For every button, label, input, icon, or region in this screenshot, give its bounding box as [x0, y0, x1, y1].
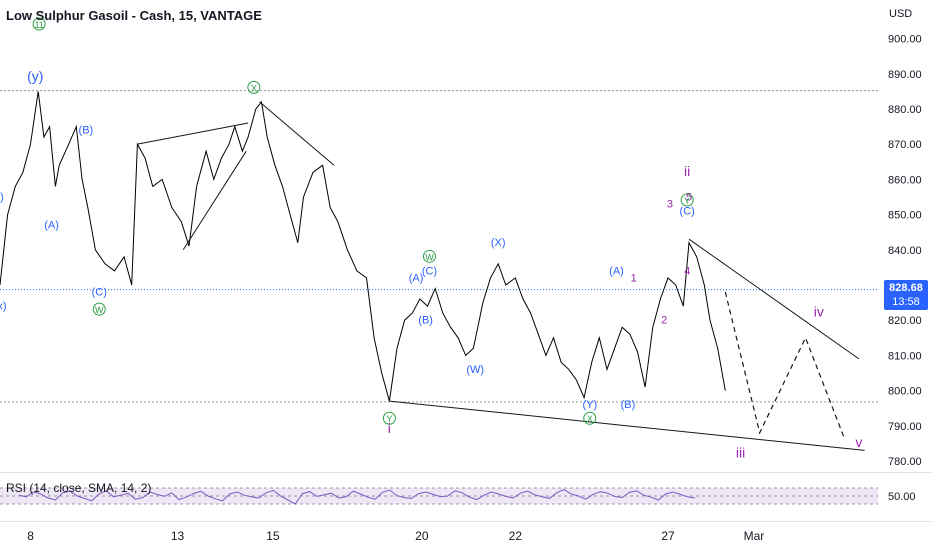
- rsi-indicator-label: RSI (14, close, SMA, 14, 2): [6, 481, 152, 495]
- wave-label: ii: [684, 163, 690, 179]
- x-axis-tick-label: 20: [415, 529, 429, 543]
- wave-label: v: [855, 434, 862, 450]
- wave-label-circle: [247, 80, 261, 94]
- wave-label: W: [425, 252, 434, 262]
- wave-label: iv: [814, 304, 824, 320]
- wave-label: (Y): [582, 399, 597, 411]
- wave-label: i: [388, 420, 391, 436]
- trendline: [182, 150, 247, 251]
- wave-label-circle: [92, 302, 106, 316]
- x-axis-tick-label: 22: [509, 529, 523, 543]
- wave-label-circle: [583, 411, 597, 425]
- wave-label: X: [251, 83, 257, 93]
- wave-label-circle: [680, 193, 694, 207]
- rsi-line: [18, 489, 695, 505]
- last-price-value: 828.68: [889, 282, 923, 294]
- wave-label: 5: [686, 191, 692, 203]
- wave-label: W: [95, 305, 104, 315]
- x-axis-tick-label: Mar: [744, 529, 765, 543]
- price-line: [0, 91, 726, 402]
- wave-projection-line: [724, 291, 845, 437]
- wave-label: 4: [684, 265, 690, 277]
- y-axis-tick-label: 810.00: [888, 350, 922, 362]
- wave-label: (A): [409, 272, 424, 284]
- wave-label: 1: [631, 272, 637, 284]
- trendline: [389, 400, 865, 451]
- y-axis-tick-label: 840.00: [888, 245, 922, 257]
- wave-label: (y): [27, 68, 43, 84]
- wave-label: X: [587, 414, 593, 424]
- wave-label: Y: [386, 414, 392, 424]
- wave-label: (B): [621, 399, 636, 411]
- wave-label-circle: [32, 17, 46, 31]
- wave-label: (C): [679, 206, 694, 218]
- y-axis-tick-label: 790.00: [888, 421, 922, 433]
- y-axis-tick-label: 900.00: [888, 34, 922, 46]
- y-axis-tick-label: 800.00: [888, 386, 922, 398]
- wave-label: 2: [661, 315, 667, 327]
- y-axis-tick-label: 820.00: [888, 315, 922, 327]
- x-axis-tick-label: 13: [171, 529, 185, 543]
- currency-label: USD: [889, 8, 913, 20]
- wave-label: (A): [44, 220, 59, 232]
- wave-label: (C): [422, 265, 437, 277]
- y-axis-tick-label: 780.00: [888, 456, 922, 468]
- y-axis-tick-label: 890.00: [888, 69, 922, 81]
- bar-countdown: 13:58: [892, 296, 920, 308]
- x-axis-tick-label: 27: [661, 529, 675, 543]
- wave-label-circle: [422, 249, 436, 263]
- wave-label: (W): [466, 364, 484, 376]
- wave-label: iii: [736, 444, 745, 460]
- wave-label: (X): [491, 237, 506, 249]
- wave-label: Y: [684, 196, 690, 206]
- wave-label-circle: [382, 411, 396, 425]
- wave-label: (B): [418, 315, 433, 327]
- wave-label: x): [0, 301, 6, 313]
- trendline: [259, 101, 335, 166]
- trendline: [137, 122, 249, 145]
- wave-label: (B): [79, 125, 94, 137]
- wave-label: 11: [34, 20, 43, 30]
- wave-label: ): [0, 191, 4, 203]
- chart-title: Low Sulphur Gasoil - Cash, 15, VANTAGE: [6, 8, 262, 23]
- trendline: [688, 238, 860, 360]
- x-axis-tick-label: 8: [27, 529, 34, 543]
- wave-label: (A): [609, 265, 624, 277]
- y-axis-tick-label: 860.00: [888, 174, 922, 186]
- last-price-badge: 828.68 13:58: [884, 280, 928, 310]
- rsi-axis-label: 50.00: [888, 491, 916, 503]
- y-axis-tick-label: 850.00: [888, 210, 922, 222]
- y-axis-tick-label: 880.00: [888, 104, 922, 116]
- wave-label: (C): [92, 287, 107, 299]
- wave-label: 3: [667, 199, 673, 211]
- y-axis-tick-label: 870.00: [888, 139, 922, 151]
- x-axis-tick-label: 15: [266, 529, 280, 543]
